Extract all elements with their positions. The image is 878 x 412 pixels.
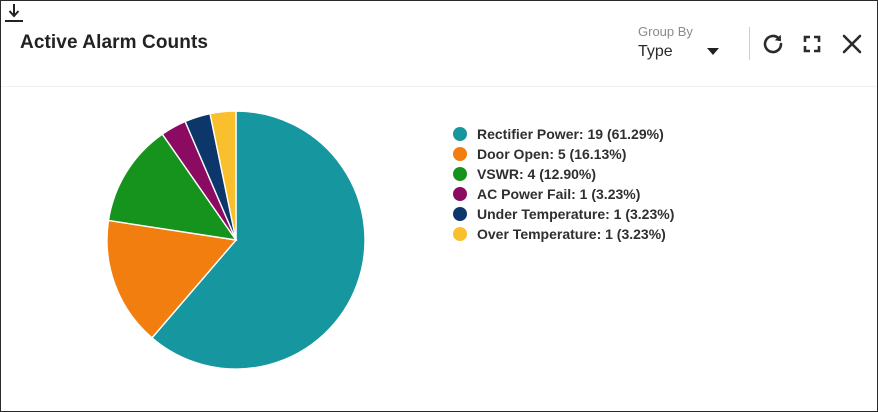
download-icon[interactable] — [1, 1, 27, 27]
widget-title: Active Alarm Counts — [20, 32, 209, 53]
group-by-value[interactable]: Type — [638, 43, 673, 60]
refresh-icon[interactable] — [760, 31, 786, 57]
header-divider — [749, 27, 750, 60]
legend-dot — [453, 127, 467, 141]
legend-item[interactable]: Door Open: 5 (16.13%) — [452, 144, 674, 164]
group-by-label: Group By — [638, 24, 693, 39]
close-icon[interactable] — [839, 31, 865, 57]
legend-label: Door Open: 5 (16.13%) — [477, 146, 627, 162]
expand-icon[interactable] — [799, 31, 825, 57]
legend-item[interactable]: Rectifier Power: 19 (61.29%) — [452, 124, 674, 144]
caret-down-icon[interactable] — [707, 48, 719, 55]
legend-label: Over Temperature: 1 (3.23%) — [477, 226, 666, 242]
legend-label: VSWR: 4 (12.90%) — [477, 166, 597, 182]
legend-label: Under Temperature: 1 (3.23%) — [477, 206, 675, 222]
legend-item[interactable]: Under Temperature: 1 (3.23%) — [452, 204, 674, 224]
legend-dot — [453, 147, 467, 161]
header-separator — [1, 86, 877, 87]
legend-dot — [453, 187, 467, 201]
legend-label: AC Power Fail: 1 (3.23%) — [477, 186, 641, 202]
pie-slice-rectifier-power[interactable] — [150, 110, 366, 370]
legend-dot — [453, 207, 467, 221]
legend-label: Rectifier Power: 19 (61.29%) — [477, 126, 664, 142]
pie-chart — [106, 110, 366, 370]
pie-slice-door-open[interactable] — [106, 219, 238, 339]
chart-legend: Rectifier Power: 19 (61.29%) Door Open: 5… — [452, 124, 674, 244]
pie-slice-vswr[interactable] — [107, 133, 238, 241]
group-by-dropdown[interactable]: Group By Type — [637, 24, 729, 64]
legend-item[interactable]: Over Temperature: 1 (3.23%) — [452, 224, 674, 244]
legend-dot — [453, 167, 467, 181]
legend-dot — [453, 227, 467, 241]
pie-slice-over-temperature[interactable] — [209, 110, 237, 241]
legend-item[interactable]: AC Power Fail: 1 (3.23%) — [452, 184, 674, 204]
legend-item[interactable]: VSWR: 4 (12.90%) — [452, 164, 674, 184]
